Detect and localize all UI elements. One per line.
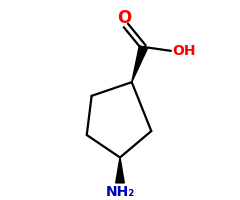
Polygon shape: [132, 46, 148, 82]
Text: NH₂: NH₂: [105, 185, 135, 199]
Text: OH: OH: [172, 44, 196, 58]
Polygon shape: [116, 157, 124, 183]
Text: O: O: [117, 9, 131, 27]
